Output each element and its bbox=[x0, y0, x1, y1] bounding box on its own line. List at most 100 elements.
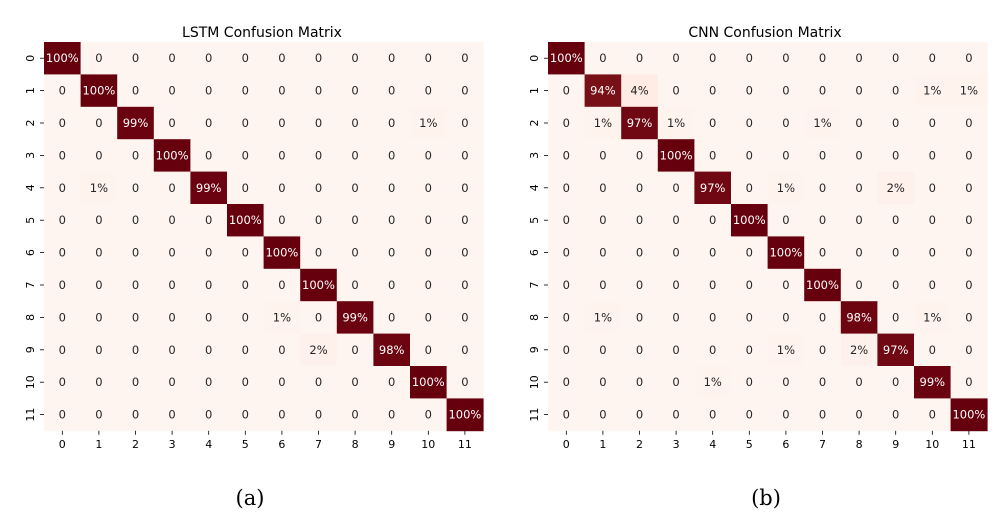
cnn-cell-2-8 bbox=[840, 106, 878, 140]
cnn-cell-4-6 bbox=[767, 171, 805, 205]
cnn-cell-label-0-5: 0 bbox=[746, 51, 753, 65]
cnn-cell-label-1-2: 4% bbox=[630, 84, 648, 98]
cnn-cell-label-10-0: 0 bbox=[563, 375, 570, 389]
cnn-cell-5-11 bbox=[950, 204, 988, 237]
cnn-confusion-matrix-panel: CNN Confusion Matrix 100% 0 0 0 0 0 0 0 0 0 0 00 94%… bbox=[528, 25, 988, 510]
lstm-cell-label-9-4: 0 bbox=[205, 343, 212, 357]
cnn-cell-11-9 bbox=[877, 398, 915, 432]
lstm-cell-label-5-2: 0 bbox=[132, 213, 139, 227]
cnn-cell-1-5 bbox=[731, 74, 768, 108]
cnn-cell-label-0-2: 0 bbox=[636, 51, 643, 65]
lstm-cell-11-11 bbox=[446, 398, 484, 432]
cnn-cell-2-1 bbox=[584, 106, 622, 140]
lstm-cell-label-5-3: 0 bbox=[168, 213, 175, 227]
lstm-cell-0-10 bbox=[410, 42, 447, 75]
cnn-cell-label-5-5: 100% bbox=[733, 213, 766, 227]
lstm-cell-7-8 bbox=[336, 268, 374, 302]
lstm-cell-5-11 bbox=[446, 204, 484, 237]
lstm-cell-9-5 bbox=[227, 333, 264, 367]
cnn-cell-4-10 bbox=[914, 171, 951, 205]
cnn-cell-label-2-6: 0 bbox=[782, 116, 789, 130]
cnn-cell-8-8 bbox=[840, 301, 878, 334]
cnn-cell-label-4-1: 0 bbox=[599, 181, 606, 195]
cnn-cell-label-0-4: 0 bbox=[709, 51, 716, 65]
lstm-cell-label-0-3: 0 bbox=[168, 51, 175, 65]
lstm-cell-label-6-2: 0 bbox=[132, 246, 139, 260]
cnn-cell-label-3-11: 0 bbox=[965, 148, 972, 162]
cnn-y-tick-label-7: 7 bbox=[528, 282, 541, 289]
cnn-cell-label-2-3: 1% bbox=[667, 116, 685, 130]
cnn-cell-label-8-11: 0 bbox=[965, 310, 972, 324]
cnn-cell-label-0-9: 0 bbox=[892, 51, 899, 65]
lstm-cell-0-0 bbox=[44, 42, 81, 75]
cnn-cell-10-3 bbox=[657, 366, 695, 399]
lstm-cell-5-8 bbox=[336, 204, 374, 237]
lstm-cell-label-9-1: 0 bbox=[95, 343, 102, 357]
cnn-cell-label-5-1: 0 bbox=[599, 213, 606, 227]
lstm-cell-2-0 bbox=[44, 106, 81, 140]
lstm-cell-11-0 bbox=[44, 398, 81, 432]
lstm-cell-label-5-10: 0 bbox=[425, 213, 432, 227]
lstm-cell-1-3 bbox=[153, 74, 191, 108]
cnn-cell-2-4 bbox=[694, 106, 732, 140]
lstm-cell-4-5 bbox=[227, 171, 264, 205]
lstm-cell-6-11 bbox=[446, 236, 484, 270]
cnn-cell-6-8 bbox=[840, 236, 878, 270]
lstm-cell-6-1 bbox=[80, 236, 118, 270]
cnn-caption: (b) bbox=[751, 486, 781, 510]
cnn-cell-label-4-5: 0 bbox=[746, 181, 753, 195]
lstm-cell-label-4-11: 0 bbox=[461, 181, 468, 195]
lstm-cell-label-4-2: 0 bbox=[132, 181, 139, 195]
lstm-cell-label-7-9: 0 bbox=[388, 278, 395, 292]
lstm-y-tick-label-9: 9 bbox=[24, 346, 37, 353]
cnn-cell-3-7 bbox=[804, 139, 842, 172]
cnn-cell-label-7-5: 0 bbox=[746, 278, 753, 292]
cnn-cell-5-0 bbox=[548, 204, 585, 237]
lstm-cell-label-1-0: 0 bbox=[59, 84, 66, 98]
cnn-cell-5-3 bbox=[657, 204, 695, 237]
lstm-cell-label-0-0: 100% bbox=[46, 51, 79, 65]
cnn-cell-5-4 bbox=[694, 204, 732, 237]
cnn-cell-label-2-9: 0 bbox=[892, 116, 899, 130]
lstm-cell-5-1 bbox=[80, 204, 118, 237]
cnn-cell-label-4-4: 97% bbox=[700, 181, 726, 195]
lstm-cell-3-5 bbox=[227, 139, 264, 172]
lstm-cell-6-4 bbox=[190, 236, 228, 270]
cnn-cell-7-1 bbox=[584, 268, 622, 302]
cnn-cell-2-6 bbox=[767, 106, 805, 140]
cnn-cell-label-9-0: 0 bbox=[563, 343, 570, 357]
cnn-cell-1-11 bbox=[950, 74, 988, 108]
lstm-cell-label-11-0: 0 bbox=[59, 408, 66, 422]
cnn-cell-label-5-7: 0 bbox=[819, 213, 826, 227]
cnn-cell-label-7-10: 0 bbox=[929, 278, 936, 292]
cnn-cell-11-3 bbox=[657, 398, 695, 432]
lstm-cell-label-2-9: 0 bbox=[388, 116, 395, 130]
cnn-cell-label-11-11: 100% bbox=[952, 408, 985, 422]
cnn-cell-label-3-0: 0 bbox=[563, 148, 570, 162]
lstm-cell-label-8-8: 99% bbox=[342, 310, 368, 324]
cnn-cell-1-2 bbox=[621, 74, 659, 108]
lstm-cell-label-0-7: 0 bbox=[315, 51, 322, 65]
lstm-cell-label-3-5: 0 bbox=[242, 148, 249, 162]
cnn-cell-label-4-8: 0 bbox=[855, 181, 862, 195]
cnn-cell-10-7 bbox=[804, 366, 842, 399]
lstm-cell-4-6 bbox=[263, 171, 301, 205]
cnn-cell-1-3 bbox=[657, 74, 695, 108]
cnn-cell-label-6-2: 0 bbox=[636, 246, 643, 260]
lstm-cell-label-9-10: 0 bbox=[425, 343, 432, 357]
lstm-cell-label-2-1: 0 bbox=[95, 116, 102, 130]
cnn-cell-label-1-8: 0 bbox=[855, 84, 862, 98]
lstm-cell-label-10-5: 0 bbox=[242, 375, 249, 389]
lstm-cell-9-7 bbox=[300, 333, 338, 367]
lstm-cell-label-8-11: 0 bbox=[461, 310, 468, 324]
cnn-cell-label-7-6: 0 bbox=[782, 278, 789, 292]
cnn-x-axis: 0 1 2 3 4 5 6 7 8 9 10 11 bbox=[563, 430, 976, 451]
lstm-cell-10-11 bbox=[446, 366, 484, 399]
lstm-cell-label-6-3: 0 bbox=[168, 246, 175, 260]
cnn-cell-label-5-0: 0 bbox=[563, 213, 570, 227]
cnn-cell-label-8-2: 0 bbox=[636, 310, 643, 324]
lstm-cell-label-6-1: 0 bbox=[95, 246, 102, 260]
cnn-cell-label-7-0: 0 bbox=[563, 278, 570, 292]
cnn-cell-5-2 bbox=[621, 204, 659, 237]
cnn-cell-label-2-10: 0 bbox=[929, 116, 936, 130]
